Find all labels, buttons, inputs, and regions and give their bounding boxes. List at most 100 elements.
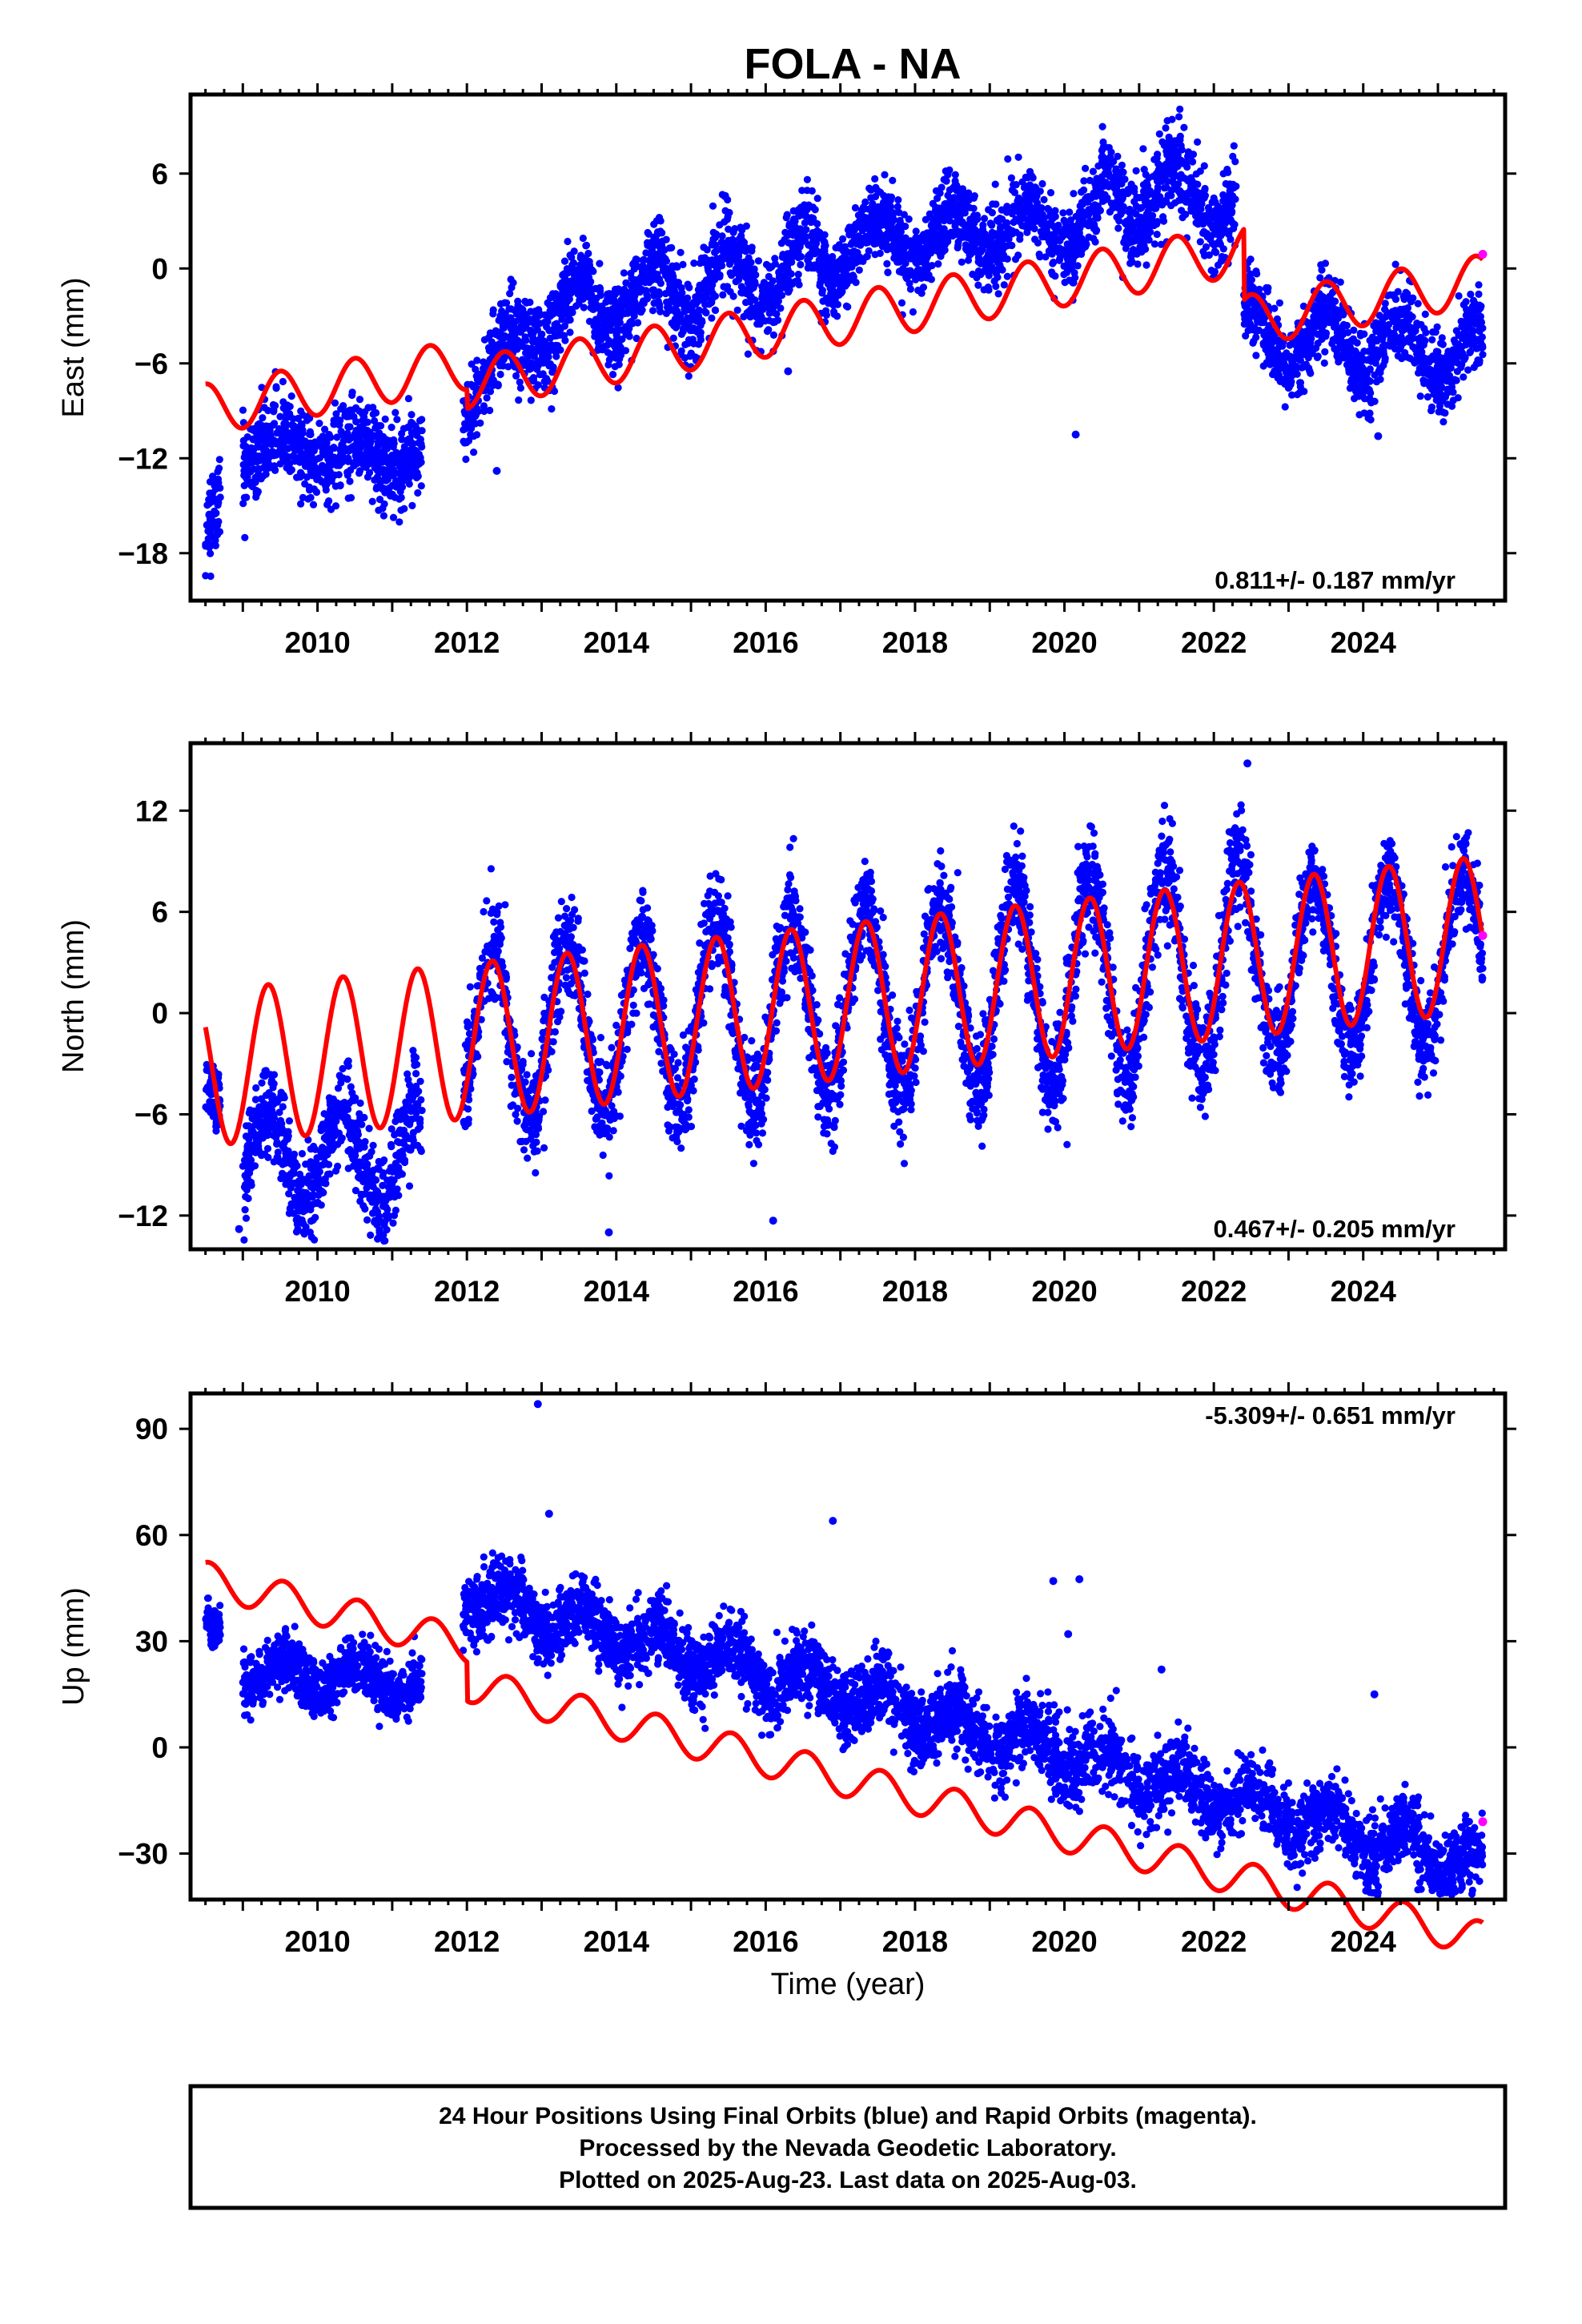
- east-final-point: [529, 334, 537, 342]
- east-final-point: [888, 218, 896, 227]
- east-final-point: [970, 194, 978, 202]
- east-final-point: [263, 434, 271, 443]
- east-final-point: [830, 310, 838, 318]
- east-final-point: [727, 254, 735, 262]
- east-final-point: [913, 251, 921, 260]
- east-final-point: [486, 406, 494, 415]
- east-final-point: [203, 501, 211, 509]
- east-final-point: [1021, 222, 1029, 231]
- east-final-point: [967, 236, 975, 244]
- east-final-point: [1126, 259, 1134, 267]
- east-final-point: [283, 432, 291, 440]
- east-final-point: [791, 278, 799, 286]
- east-final-point: [687, 349, 695, 357]
- east-final-point: [584, 274, 592, 282]
- east-final-point: [818, 289, 826, 297]
- east-final-point: [811, 206, 819, 214]
- east-final-point: [251, 478, 259, 486]
- east-final-point: [722, 245, 730, 253]
- east-final-point: [1158, 201, 1166, 209]
- east-final-point: [931, 233, 939, 241]
- east-final-point: [253, 465, 261, 473]
- east-final-point: [417, 482, 425, 490]
- east-final-point: [1435, 402, 1443, 410]
- east-final-point: [1376, 368, 1384, 376]
- east-final-point: [596, 283, 604, 292]
- east-final-point: [780, 283, 789, 292]
- east-final-point: [369, 410, 377, 418]
- east-final-point: [1004, 155, 1012, 163]
- east-final-point: [1001, 243, 1009, 251]
- east-final-point: [1275, 299, 1283, 307]
- east-final-point: [1318, 313, 1326, 321]
- east-final-point: [811, 244, 819, 252]
- east-final-point: [1346, 384, 1354, 392]
- east-final-point: [1158, 177, 1166, 185]
- east-final-point: [254, 488, 262, 496]
- east-final-point: [1447, 402, 1456, 410]
- east-final-point: [207, 549, 215, 557]
- east-final-point: [348, 388, 356, 396]
- east-final-point: [387, 424, 396, 432]
- east-final-point: [1190, 207, 1198, 215]
- east-final-point: [721, 207, 729, 215]
- east-final-point: [878, 243, 886, 251]
- east-final-point: [375, 496, 384, 504]
- east-final-point: [942, 177, 950, 185]
- east-final-point: [857, 207, 865, 215]
- east-final-point: [467, 380, 476, 388]
- east-final-point: [962, 245, 970, 253]
- east-final-point: [271, 465, 279, 474]
- east-final-point: [1366, 365, 1374, 373]
- east-final-point: [1016, 231, 1024, 239]
- east-final-point: [797, 260, 805, 269]
- east-final-point: [414, 489, 422, 497]
- east-final-point: [1458, 360, 1466, 368]
- east-final-point: [742, 246, 750, 254]
- east-final-point: [1197, 190, 1205, 198]
- east-final-point: [944, 191, 952, 199]
- east-final-point: [566, 328, 574, 336]
- east-final-point: [839, 235, 847, 243]
- east-final-point: [310, 485, 318, 493]
- east-final-point: [765, 272, 773, 280]
- east-final-point: [992, 200, 1000, 208]
- east-final-point: [296, 468, 305, 476]
- east-final-point: [564, 297, 572, 305]
- east-final-point: [408, 411, 416, 419]
- east-final-point: [1125, 208, 1133, 216]
- east-final-point: [290, 432, 298, 440]
- east-final-point: [822, 311, 830, 319]
- east-final-point: [1034, 239, 1042, 247]
- east-final-point: [1438, 391, 1446, 399]
- east-final-point: [258, 429, 266, 437]
- east-final-point: [729, 239, 738, 248]
- east-final-point: [1267, 333, 1275, 342]
- east-final-point: [552, 352, 560, 360]
- east-final-point: [905, 279, 913, 287]
- east-final-point: [365, 468, 374, 476]
- east-final-point: [323, 501, 331, 509]
- east-final-point: [1259, 362, 1267, 370]
- east-final-point: [239, 406, 247, 414]
- east-final-point: [1178, 207, 1186, 215]
- east-final-point: [527, 352, 535, 360]
- east-final-point: [297, 500, 305, 508]
- east-final-point: [352, 417, 360, 426]
- east-final-point: [723, 285, 731, 293]
- east-final-point: [240, 481, 248, 490]
- east-final-point: [371, 416, 379, 425]
- east-final-point: [764, 288, 772, 296]
- east-final-point: [1264, 344, 1272, 352]
- east-final-point: [994, 290, 1002, 298]
- east-final-point: [697, 321, 705, 329]
- east-final-point: [335, 421, 343, 429]
- east-final-point: [301, 460, 309, 468]
- east-final-point: [241, 533, 249, 541]
- east-final-point: [784, 231, 792, 239]
- east-final-point: [564, 237, 572, 246]
- east-final-point: [240, 453, 248, 461]
- east-final-point: [1098, 123, 1106, 131]
- east-final-point: [1090, 224, 1098, 232]
